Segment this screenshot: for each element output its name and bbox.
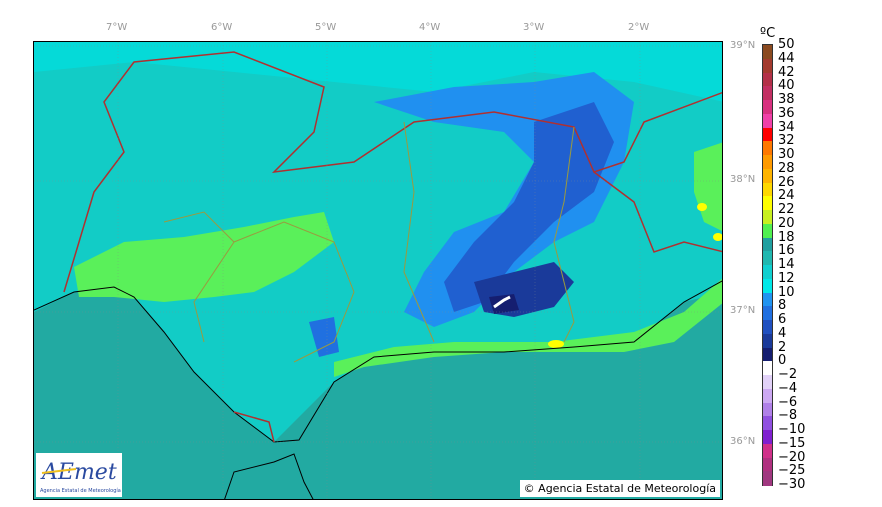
colorbar-segment (763, 210, 772, 225)
colorbar-label: 10 (778, 284, 795, 300)
colorbar-segment (763, 278, 772, 293)
colorbar (762, 44, 773, 486)
colorbar-label: 40 (778, 78, 795, 94)
colorbar-label: 50 (778, 37, 795, 52)
colorbar-label: −10 (778, 422, 806, 437)
province-borders (163, 121, 575, 363)
colorbar-segment (763, 113, 772, 128)
lat-tick: 37°N (730, 305, 756, 316)
colorbar-segment (763, 251, 772, 266)
lon-tick: 3°W (523, 22, 545, 33)
colorbar-label: 8 (778, 298, 787, 314)
colorbar-label: −2 (778, 367, 798, 382)
colorbar-segment (763, 196, 772, 211)
colorbar-segment (763, 306, 772, 321)
svg-text:Agencia Estatal de Meteorologí: Agencia Estatal de Meteorología (40, 487, 121, 494)
colorbar-segment (763, 223, 772, 238)
colorbar-label: 0 (778, 353, 787, 369)
colorbar-label: −20 (778, 449, 806, 465)
lon-tick: 7°W (106, 22, 128, 33)
colorbar-segment (763, 72, 772, 87)
colorbar-segment (763, 347, 772, 362)
colorbar-segment (763, 443, 772, 458)
colorbar-segment (763, 416, 772, 431)
lat-tick: 36°N (730, 436, 756, 447)
temperature-map[interactable]: AEmet Agencia Estatal de Meteorología © … (33, 41, 723, 500)
colorbar-label: 2 (778, 339, 787, 355)
colorbar-segment (763, 168, 772, 183)
colorbar-segment (763, 292, 772, 307)
colorbar-label: 34 (778, 119, 795, 135)
colorbar-segment (763, 457, 772, 472)
colorbar-label: −6 (778, 394, 798, 410)
colorbar-label: 28 (778, 160, 795, 176)
colorbar-label: 26 (778, 174, 795, 190)
coastline (34, 280, 722, 499)
colorbar-label: 14 (778, 257, 795, 272)
colorbar-label: 32 (778, 133, 795, 149)
colorbar-label: −8 (778, 408, 798, 424)
colorbar-label: −15 (778, 435, 806, 451)
colorbar-segment (763, 375, 772, 390)
grid-lines (34, 42, 722, 499)
colorbar-label: 24 (778, 188, 795, 204)
colorbar-label: 6 (778, 312, 787, 327)
lon-tick: 2°W (628, 22, 650, 33)
colorbar-label: −25 (778, 463, 806, 479)
colorbar-label: 16 (778, 243, 795, 259)
colorbar-segment (763, 86, 772, 101)
colorbar-label: 36 (778, 105, 795, 121)
map-layers (34, 42, 722, 499)
aemet-logo: AEmet Agencia Estatal de Meteorología (36, 453, 122, 497)
colorbar-segment (763, 388, 772, 403)
lat-tick: 38°N (730, 174, 756, 185)
lon-tick: 5°W (315, 22, 337, 33)
colorbar-label: −30 (778, 477, 806, 492)
colorbar-segment (763, 237, 772, 252)
colorbar-label: 42 (778, 64, 795, 80)
colorbar-segment (763, 127, 772, 142)
colorbar-segment (763, 58, 772, 73)
colorbar-label: 12 (778, 270, 795, 286)
cold-zones-blue (309, 72, 634, 357)
colorbar-label: 38 (778, 92, 795, 107)
colorbar-segment (763, 402, 772, 417)
colorbar-segment (763, 361, 772, 376)
copyright-notice: © Agencia Estatal de Meteorología (519, 480, 720, 497)
colorbar-segment (763, 100, 772, 115)
colorbar-segment (763, 430, 772, 445)
colorbar-label: 30 (778, 147, 795, 162)
colorbar-label: 22 (778, 202, 795, 217)
lon-tick: 6°W (211, 22, 233, 33)
region-borders (63, 51, 722, 443)
colorbar-segment (763, 182, 772, 197)
colorbar-label: −4 (778, 380, 798, 396)
colorbar-label: 4 (778, 325, 787, 341)
colorbar-unit: ºC (760, 26, 776, 41)
colorbar-segment (763, 155, 772, 170)
colorbar-label: 18 (778, 229, 795, 245)
colorbar-segment (763, 471, 772, 486)
yellow-spots (548, 203, 722, 348)
colorbar-segment (763, 320, 772, 335)
lat-tick: 39°N (730, 40, 756, 51)
lon-tick: 4°W (419, 22, 441, 33)
colorbar-segment (763, 45, 772, 60)
colorbar-segment (763, 333, 772, 348)
colorbar-segment (763, 141, 772, 156)
colorbar-segment (763, 265, 772, 280)
colorbar-label: 20 (778, 215, 795, 231)
colorbar-label: 44 (778, 50, 795, 66)
